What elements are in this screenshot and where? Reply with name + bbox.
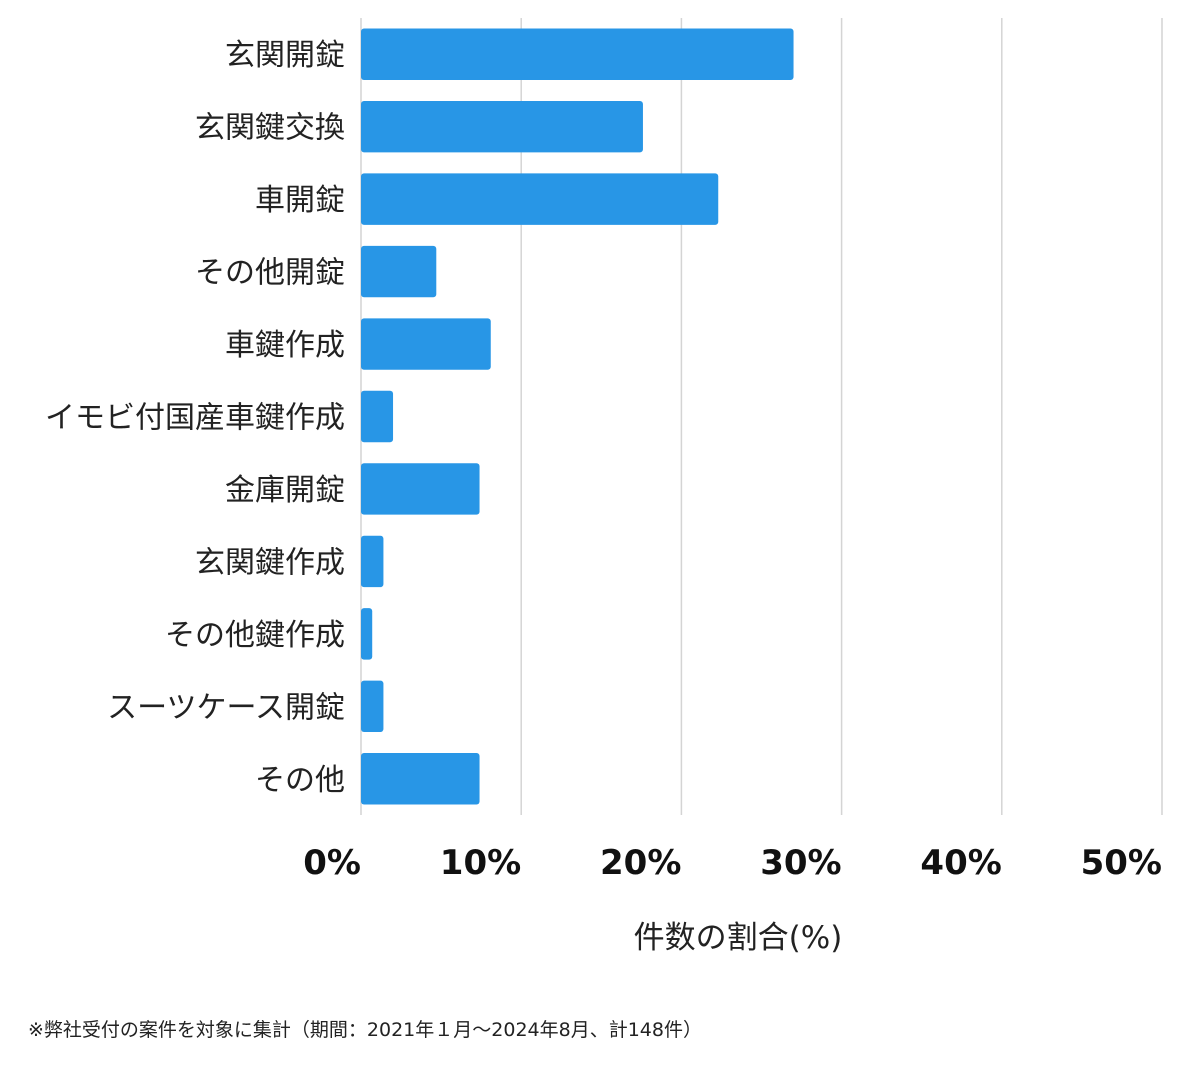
- category-label: 金庫開錠: [225, 473, 345, 508]
- bar: [361, 100, 643, 153]
- category-label: その他: [255, 763, 345, 798]
- bar: [361, 245, 437, 298]
- bar: [361, 463, 480, 515]
- x-axis-title: 件数の割合(%): [634, 920, 843, 956]
- category-label: その他開錠: [195, 256, 345, 291]
- footnote: ※弊社受付の案件を対象に集計（期間：2021年１月〜2024年8月、計148件）: [28, 1019, 702, 1041]
- category-label: スーツケース開錠: [107, 690, 345, 725]
- category-label: 玄関鍵作成: [195, 545, 345, 580]
- bar: [361, 535, 384, 588]
- x-tick-label: 10%: [440, 843, 521, 883]
- category-label: その他鍵作成: [165, 618, 345, 653]
- category-label: 車鍵作成: [225, 328, 345, 363]
- category-label: 車開錠: [255, 183, 345, 218]
- bar: [361, 28, 794, 80]
- x-tick-label: 50%: [1081, 843, 1162, 883]
- x-tick-label: 20%: [600, 843, 681, 883]
- x-tick-labels: 0% 10% 20% 30% 40% 50%: [303, 843, 1162, 883]
- category-label: 玄関鍵交換: [195, 111, 345, 146]
- bar: [361, 608, 373, 660]
- x-tick-label: 40%: [920, 843, 1001, 883]
- bar: [361, 173, 719, 225]
- bar: [361, 390, 394, 443]
- bars: [361, 28, 794, 805]
- category-label: 玄関開錠: [225, 38, 345, 73]
- x-tick-label: 30%: [760, 843, 841, 883]
- category-label: イモビ付国産車鍵作成: [45, 401, 345, 436]
- x-tick-label: 0%: [303, 843, 361, 883]
- bar: [361, 318, 491, 370]
- category-labels: 玄関開錠玄関鍵交換車開錠その他開錠車鍵作成イモビ付国産車鍵作成金庫開錠玄関鍵作成…: [45, 38, 345, 798]
- bar: [361, 680, 384, 733]
- bar: [361, 753, 480, 805]
